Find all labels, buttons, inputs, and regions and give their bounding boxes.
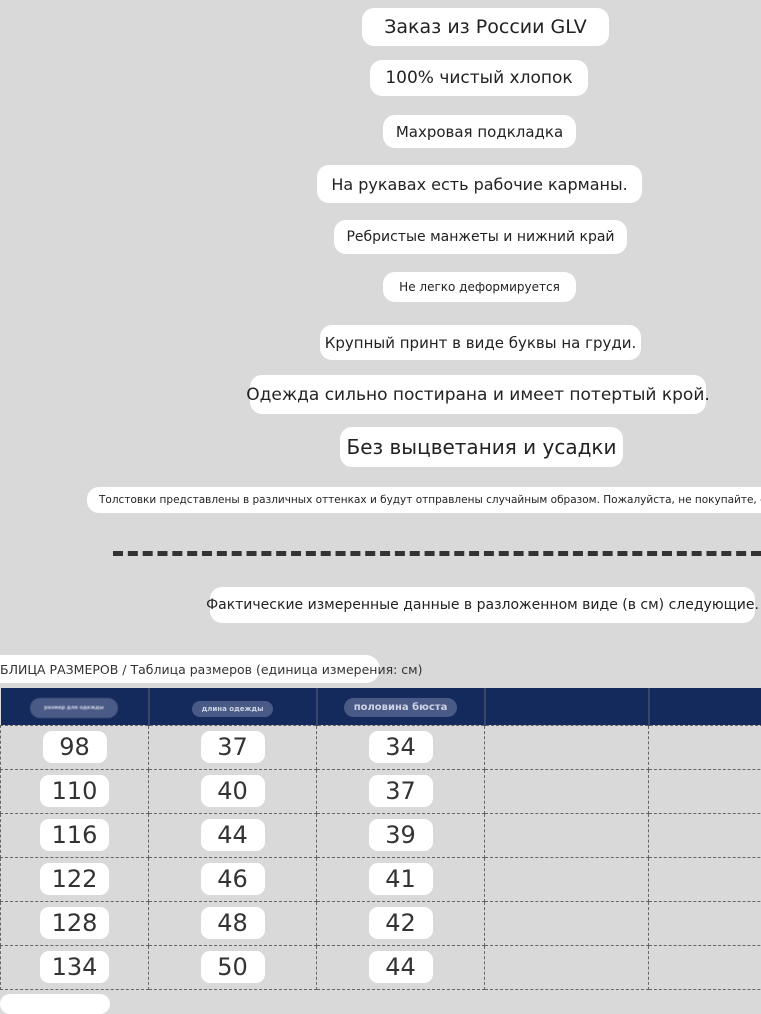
header-size: размер для одежды: [1, 688, 149, 725]
feature-cotton: 100% чистый хлопок: [370, 60, 588, 96]
table-cell: 128: [40, 907, 110, 939]
table-row: 122 46 41: [1, 857, 761, 901]
feature-order-origin: Заказ из России GLV: [362, 8, 609, 46]
size-table-title: БЛИЦА РАЗМЕРОВ / Таблица размеров (едини…: [0, 655, 380, 683]
table-cell: 116: [40, 819, 110, 851]
table-row: 98 37 34: [1, 725, 761, 769]
table-cell: 39: [369, 819, 433, 851]
table-cell: 44: [369, 951, 433, 983]
table-cell: 37: [369, 775, 433, 807]
table-cell: 110: [40, 775, 110, 807]
table-row: 110 40 37: [1, 769, 761, 813]
table-cell: 44: [201, 819, 265, 851]
header-half-bust: половина бюста: [317, 688, 485, 725]
table-cell: 46: [201, 863, 265, 895]
feature-pockets: На рукавах есть рабочие карманы.: [317, 165, 642, 203]
table-cell: 42: [369, 907, 433, 939]
header-length: длина одежды: [149, 688, 317, 725]
color-notice: Толстовки представлены в различных оттен…: [87, 487, 761, 513]
measure-note: Фактические измеренные данные в разложен…: [210, 587, 755, 623]
table-cell: 122: [40, 863, 110, 895]
feature-lining: Махровая подкладка: [383, 115, 576, 148]
table-cell: 37: [201, 731, 265, 763]
table-cell: 34: [369, 731, 433, 763]
dashed-divider: [113, 551, 761, 556]
table-cell: 50: [201, 951, 265, 983]
table-cell: 48: [201, 907, 265, 939]
size-table: размер для одежды длина одежды половина …: [0, 688, 761, 990]
table-cell: 98: [43, 731, 107, 763]
feature-print: Крупный принт в виде буквы на груди.: [320, 325, 641, 360]
table-cell: 41: [369, 863, 433, 895]
table-row: 134 50 44: [1, 945, 761, 989]
feature-shape: Не легко деформируется: [383, 272, 576, 302]
feature-washed: Одежда сильно постирана и имеет потертый…: [250, 375, 706, 414]
feature-cuffs: Ребристые манжеты и нижний край: [334, 220, 627, 254]
table-cell: 40: [201, 775, 265, 807]
table-cell: 134: [40, 951, 110, 983]
table-row: 128 48 42: [1, 901, 761, 945]
feature-no-fade: Без выцветания и усадки: [340, 427, 623, 467]
table-row: 116 44 39: [1, 813, 761, 857]
